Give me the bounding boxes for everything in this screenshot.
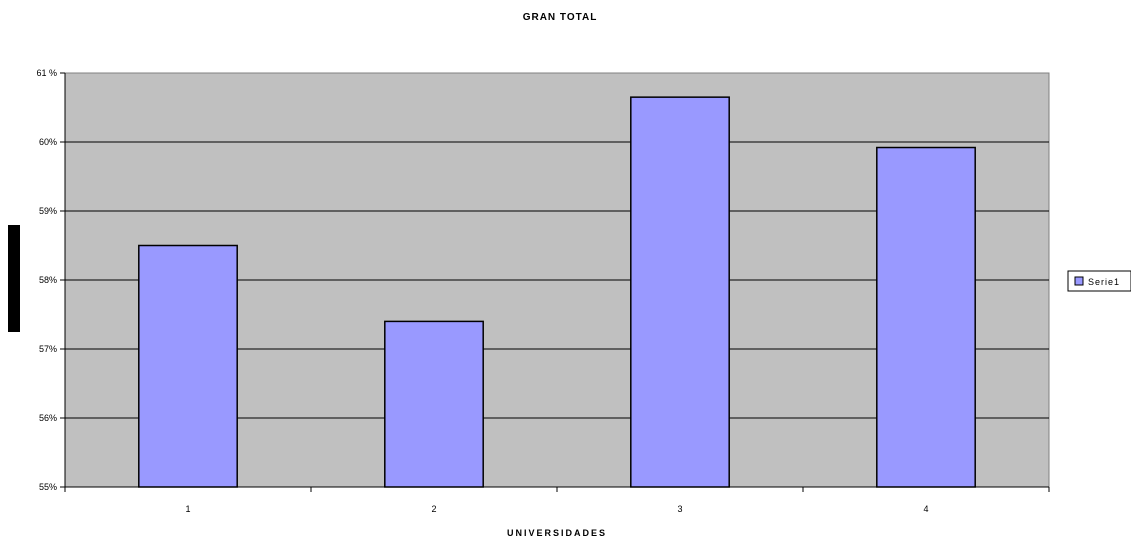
bar-4	[876, 146, 976, 488]
bar-2	[384, 320, 484, 488]
y-tick-label: 57%	[39, 344, 57, 354]
x-tick-label: 4	[923, 504, 928, 514]
y-tick-label: 56%	[39, 413, 57, 423]
bar-1	[138, 244, 238, 488]
y-tick-label: 60%	[39, 137, 57, 147]
legend-swatch	[1074, 276, 1084, 286]
chart-title: GRAN TOTAL	[523, 12, 598, 23]
legend-box	[1067, 270, 1131, 292]
legend-label: Serie1	[1088, 277, 1120, 287]
bar-3	[630, 96, 730, 488]
y-tick-label: 55%	[39, 482, 57, 492]
axes	[64, 73, 1050, 492]
y-tick-label: 61 %	[36, 68, 57, 78]
x-tick-label: 3	[677, 504, 682, 514]
x-axis-title: UNIVERSIDADES	[507, 528, 607, 538]
legend: Serie1	[1067, 270, 1131, 292]
y-tick-labels: 55% 56% 57% 58% 59% 60% 61 %	[36, 68, 57, 492]
bars	[138, 96, 976, 488]
x-tick-label: 1	[185, 504, 190, 514]
y-tick-label: 59%	[39, 206, 57, 216]
x-tick-label: 2	[431, 504, 436, 514]
y-tick-label: 58%	[39, 275, 57, 285]
y-axis-label-marker	[8, 225, 20, 332]
x-tick-labels: 1 2 3 4	[185, 504, 928, 514]
